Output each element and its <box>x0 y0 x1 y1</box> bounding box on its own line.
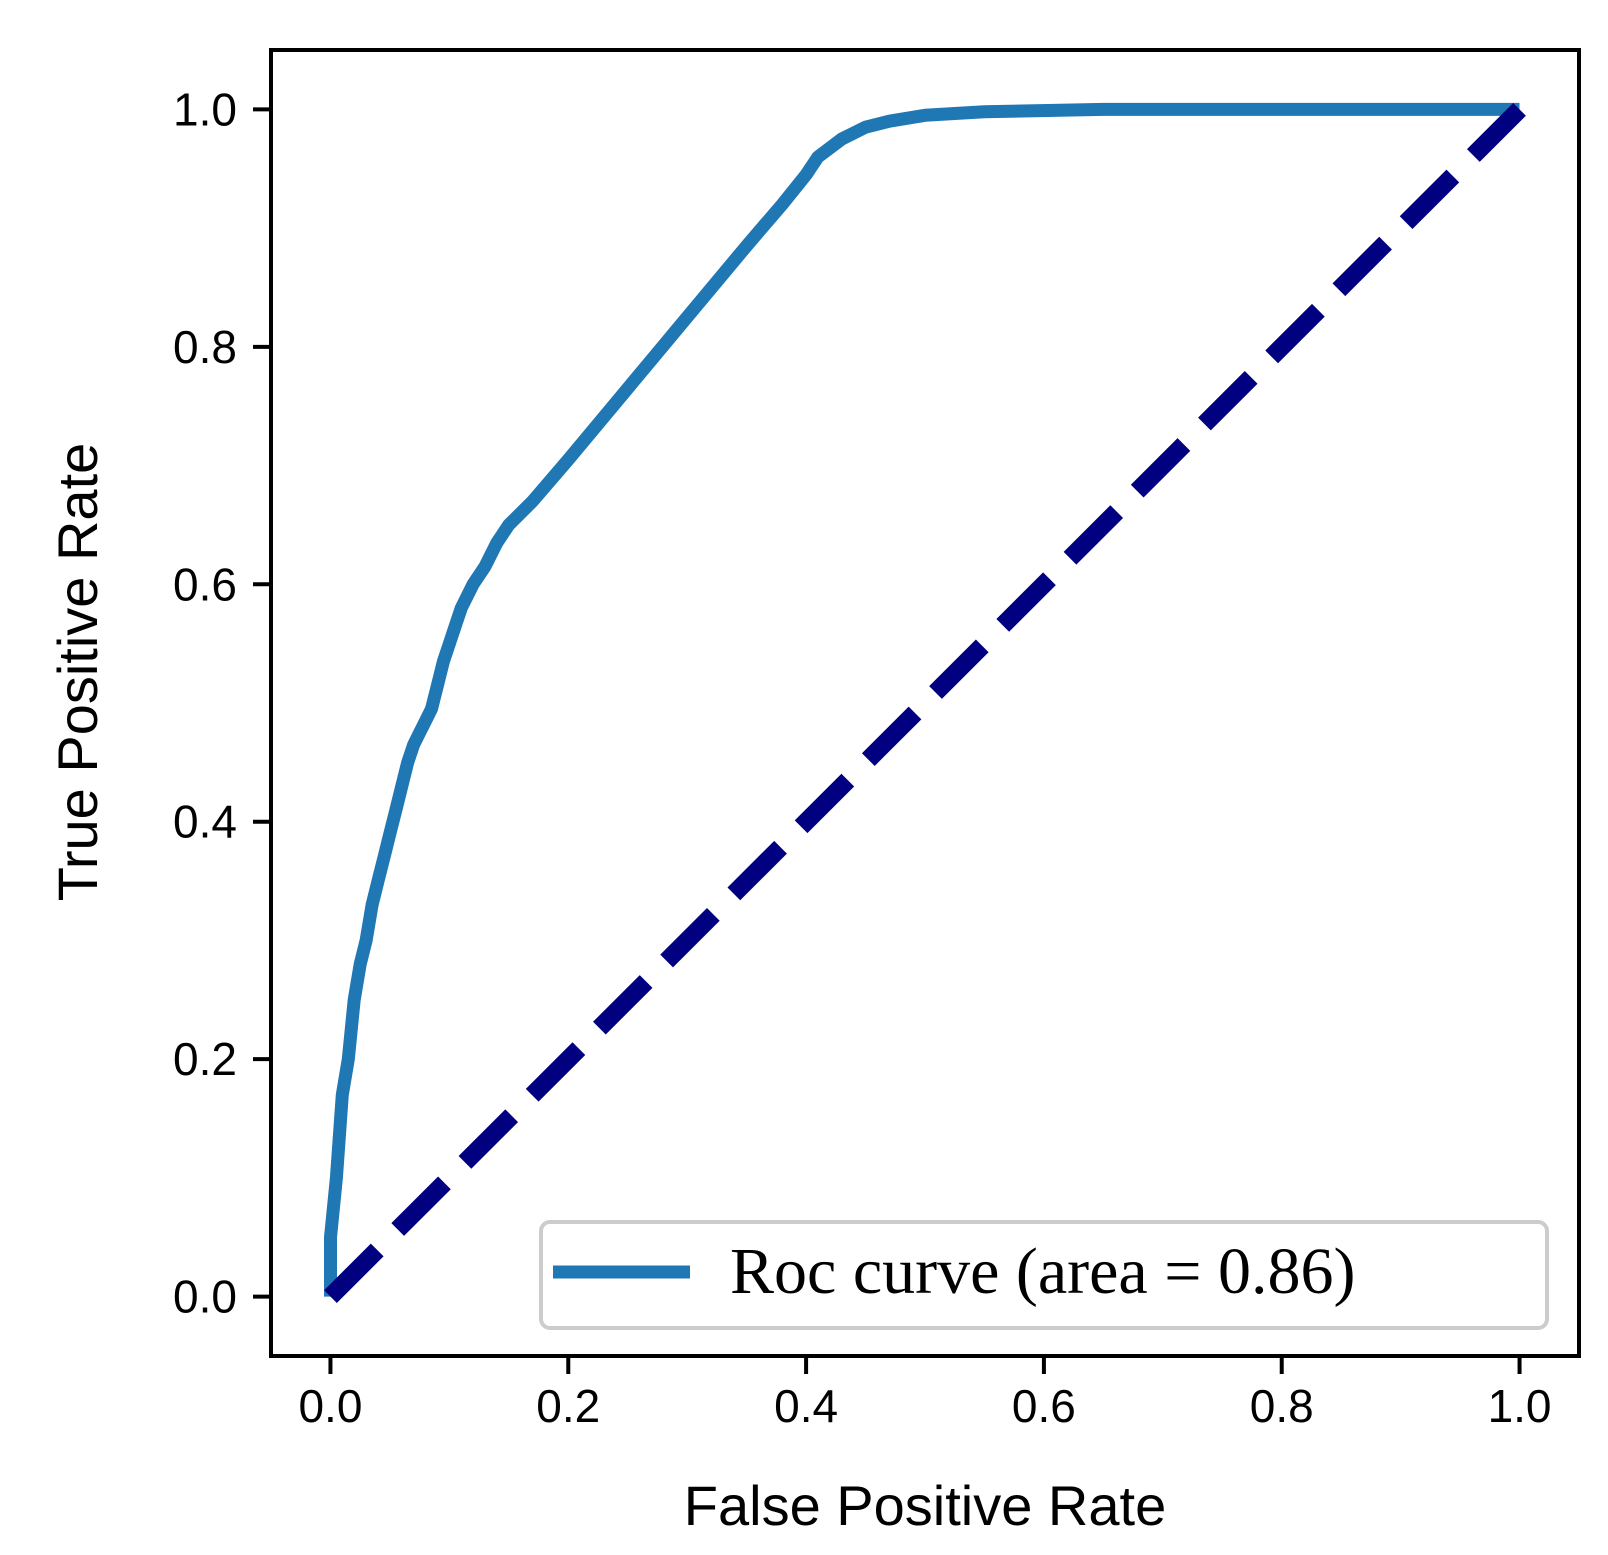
x-tick-label: 0.4 <box>774 1380 838 1432</box>
x-tick-label: 1.0 <box>1488 1380 1552 1432</box>
x-axis-label: False Positive Rate <box>684 1474 1166 1537</box>
y-tick-label: 0.0 <box>173 1271 237 1323</box>
y-axis-label: True Positive Rate <box>46 443 109 902</box>
x-axis-ticks: 0.0 0.2 0.4 0.6 0.8 1.0 <box>298 1356 1552 1432</box>
y-tick-label: 1.0 <box>173 83 237 135</box>
legend: Roc curve (area = 0.86) <box>539 1220 1549 1330</box>
y-tick-label: 0.6 <box>173 558 237 610</box>
y-tick-label: 0.8 <box>173 321 237 373</box>
y-tick-label: 0.2 <box>173 1033 237 1085</box>
legend-box <box>539 1220 1549 1330</box>
x-tick-label: 0.2 <box>536 1380 600 1432</box>
x-tick-label: 0.6 <box>1012 1380 1076 1432</box>
x-tick-label: 0.8 <box>1250 1380 1314 1432</box>
roc-curve-line <box>324 102 1520 1297</box>
plot-lines <box>324 102 1526 1303</box>
y-tick-label: 0.4 <box>173 796 237 848</box>
plot-frame <box>269 48 1581 1358</box>
legend-entry-roc: Roc curve (area = 0.86) <box>730 1235 1355 1308</box>
x-tick-label: 0.0 <box>298 1380 362 1432</box>
y-axis-ticks: 0.0 0.2 0.4 0.6 0.8 1.0 <box>173 83 271 1323</box>
